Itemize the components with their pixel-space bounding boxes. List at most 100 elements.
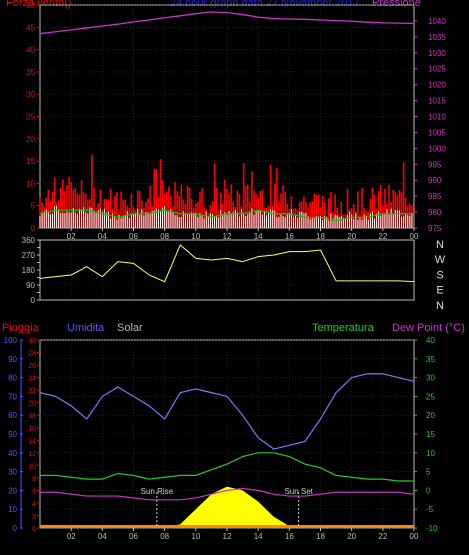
humidity-line <box>39 373 415 450</box>
hour-axis-bottom-label: 20 <box>347 532 356 541</box>
rain-axis-label: 16 <box>28 426 36 433</box>
compass-letter: N <box>436 239 444 251</box>
hour-axis-top-label: 20 <box>347 232 356 241</box>
temperature-line <box>40 452 414 482</box>
hour-axis-bottom-label: 10 <box>191 532 200 541</box>
temperature-axis-label: 30 <box>426 374 435 383</box>
temperature-axis-label: -10 <box>426 524 438 533</box>
rain-axis-label: 30 <box>28 338 36 345</box>
wind-axis-label: 0 <box>31 224 36 233</box>
wind-axis-label: 10 <box>26 179 35 188</box>
temperature-axis-label: 15 <box>426 430 435 439</box>
dewpoint-title: Dew Point (°C) <box>392 322 465 334</box>
hour-axis-top-label: 12 <box>223 232 232 241</box>
wind-axis-label: 15 <box>26 157 35 166</box>
temperature-axis-label: 25 <box>426 392 435 401</box>
humidity-title: Umidita <box>67 322 105 334</box>
humidity-axis-label: 90 <box>8 355 17 364</box>
hour-axis-top-label: 00 <box>410 232 419 241</box>
rain-axis-label: 8 <box>32 476 36 483</box>
temperature-axis-label: 10 <box>426 449 435 458</box>
wind-direction-line <box>39 244 415 283</box>
solar-title: Solar <box>117 322 143 334</box>
hour-axis-bottom-label: 04 <box>98 532 107 541</box>
rain-axis-label: 22 <box>28 388 36 395</box>
pressure-axis-label: 1010 <box>428 113 446 122</box>
hour-axis-bottom-label: 16 <box>285 532 294 541</box>
rain-axis-label: 4 <box>32 501 36 508</box>
wind-axis-label: 50 <box>26 1 35 10</box>
rain-axis-label: 26 <box>28 363 36 370</box>
pressure-axis-label: 1025 <box>428 65 446 74</box>
humidity-axis-label: 80 <box>8 374 17 383</box>
rain-axis-title: Pioggia <box>2 322 39 334</box>
rain-axis-label: 20 <box>28 401 36 408</box>
rain-axis-label: 0 <box>32 526 36 533</box>
temperature-axis-label: 40 <box>426 336 435 345</box>
pressure-axis-label: 1005 <box>428 128 446 137</box>
direction-axis-label: 360 <box>22 236 36 245</box>
rain-axis-label: 6 <box>32 488 36 495</box>
pressure-axis-label: 990 <box>428 176 442 185</box>
wind-axis-label: 35 <box>26 68 35 77</box>
rain-axis-label: 18 <box>28 413 36 420</box>
pressure-axis-label: 1000 <box>428 144 446 153</box>
hour-axis-bottom-label: 22 <box>378 532 387 541</box>
compass-letter: S <box>436 269 443 281</box>
compass-letter: W <box>435 254 446 266</box>
temperature-axis-label: 35 <box>426 355 435 364</box>
temperature-title: Temperatura <box>312 322 374 334</box>
wind-axis-label: 25 <box>26 113 35 122</box>
humidity-axis-label: 100 <box>4 336 18 345</box>
pressure-axis-label: 1030 <box>428 49 446 58</box>
hour-axis-bottom-label: 14 <box>254 532 263 541</box>
wind-average-line <box>39 209 414 222</box>
humidity-axis-label: 70 <box>8 392 17 401</box>
pressure-axis-label: 1020 <box>428 81 446 90</box>
humidity-axis-label: 40 <box>8 449 17 458</box>
temperature-axis-label: 5 <box>426 468 431 477</box>
hour-axis-bottom-label: 00 <box>410 532 419 541</box>
humidity-axis-label: 0 <box>13 524 18 533</box>
hour-axis-top-label: 06 <box>129 232 138 241</box>
wind-axis-label: 20 <box>26 135 35 144</box>
humidity-axis-label: 30 <box>8 468 17 477</box>
compass-letter: N <box>436 300 444 312</box>
direction-axis-label: 270 <box>22 251 36 260</box>
pressure-axis-label: 980 <box>428 208 442 217</box>
dewpoint-line <box>40 487 415 501</box>
rain-axis-label: 28 <box>28 351 36 358</box>
rain-axis-label: 14 <box>28 438 36 445</box>
temperature-axis-label: 0 <box>426 486 431 495</box>
humidity-axis-label: 50 <box>8 430 17 439</box>
sun-rise-line-label: Sun Rise <box>141 487 174 496</box>
pressure-axis-label: 985 <box>428 192 442 201</box>
solar-area <box>40 486 414 528</box>
rain-axis-label: 12 <box>28 451 36 458</box>
wind-axis-label: 40 <box>26 46 35 55</box>
pressure-axis-label: 1015 <box>428 97 446 106</box>
humidity-axis-label: 60 <box>8 411 17 420</box>
rain-baseline <box>40 525 414 528</box>
wind-axis-label: 30 <box>26 90 35 99</box>
hour-axis-top-label: 02 <box>67 232 76 241</box>
direction-axis-label: 90 <box>26 281 35 290</box>
sun-set-line-label: Sun Set <box>284 487 313 496</box>
hour-axis-top-label: 14 <box>254 232 263 241</box>
temperature-axis-label: -5 <box>426 505 434 514</box>
humidity-axis-label: 20 <box>8 486 17 495</box>
rain-axis-label: 2 <box>32 513 36 520</box>
direction-axis-label: 180 <box>22 266 36 275</box>
hour-axis-top-label: 08 <box>160 232 169 241</box>
temperature-axis-label: 20 <box>426 411 435 420</box>
humidity-axis-label: 10 <box>8 505 17 514</box>
rain-axis-label: 24 <box>28 376 36 383</box>
pressure-line <box>39 11 415 35</box>
hour-axis-top-label: 22 <box>378 232 387 241</box>
rain-axis-label: 10 <box>28 463 36 470</box>
pressure-axis-label: 995 <box>428 160 442 169</box>
hour-axis-top-label: 18 <box>316 232 325 241</box>
hour-axis-top-label: 10 <box>191 232 200 241</box>
pressure-axis-label: 1040 <box>428 17 446 26</box>
hour-axis-top-label: 04 <box>98 232 107 241</box>
